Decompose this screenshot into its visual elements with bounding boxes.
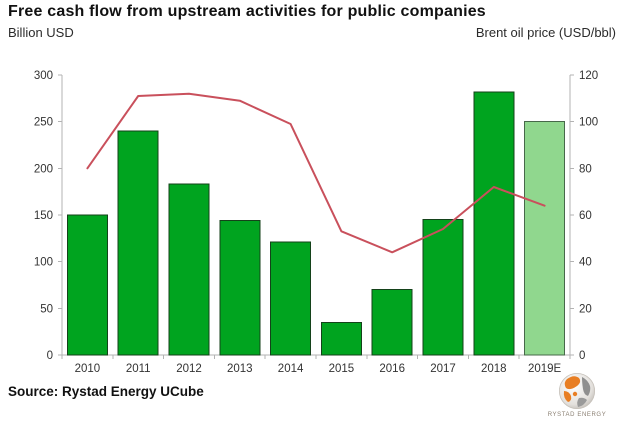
right-axis-tick-label: 0 [579,350,585,362]
x-axis-category-label: 2019E [528,363,562,375]
globe-icon [558,372,596,410]
bar-free-cash-flow [219,220,261,356]
right-axis-tick-label: 120 [579,70,598,82]
left-axis-tick-label: 250 [34,117,53,129]
left-axis-tick-label: 200 [34,163,53,175]
x-axis-category-label: 2017 [430,363,456,375]
x-axis-category-label: 2014 [278,363,304,375]
right-axis-tick-label: 40 [579,257,592,269]
bar-free-cash-flow [320,321,362,356]
bar-free-cash-flow [422,219,464,356]
x-axis-category-label: 2012 [176,363,202,375]
right-axis-title: Brent oil price (USD/bbl) [475,25,616,40]
left-axis-tick-label: 0 [47,350,53,362]
bar-free-cash-flow [168,183,210,356]
x-axis-category-label: 2016 [379,363,405,375]
bar-free-cash-flow [473,91,515,356]
left-axis-tick-label: 100 [34,257,53,269]
line-brent-oil-price [86,92,546,254]
left-axis-tick-label: 150 [34,210,53,222]
x-axis-category-label: 2011 [126,363,151,375]
rystad-logo: RYSTAD ENERGY [544,371,610,418]
chart-title: Free cash flow from upstream activities … [8,3,486,20]
right-axis-tick-label: 20 [579,303,592,315]
x-axis-category-label: 2015 [329,363,355,375]
right-axis-tick-label: 100 [579,117,598,129]
x-axis-category-label: 2013 [227,363,253,375]
source-note: Source: Rystad Energy UCube [8,384,204,399]
bar-free-cash-flow-estimate [524,121,566,356]
right-axis-tick-label: 80 [579,163,592,175]
bar-free-cash-flow [117,130,159,356]
bar-free-cash-flow [66,214,108,356]
axis-titles-row: Billion USD Brent oil price (USD/bbl) [8,25,616,40]
left-axis-tick-label: 50 [40,303,53,315]
logo-text: RYSTAD ENERGY [547,412,607,418]
left-axis-title: Billion USD [8,25,74,40]
combo-chart: 0 50 100 150 200 250 300 0 20 40 60 80 100 120 2010 201… [34,70,598,375]
x-axis-category-label: 2018 [481,363,507,375]
left-axis-tick-label: 300 [34,70,53,82]
x-axis-category-label: 2010 [75,363,101,375]
bar-free-cash-flow [371,289,413,356]
bar-free-cash-flow [270,241,312,356]
right-axis-tick-label: 60 [579,210,592,222]
